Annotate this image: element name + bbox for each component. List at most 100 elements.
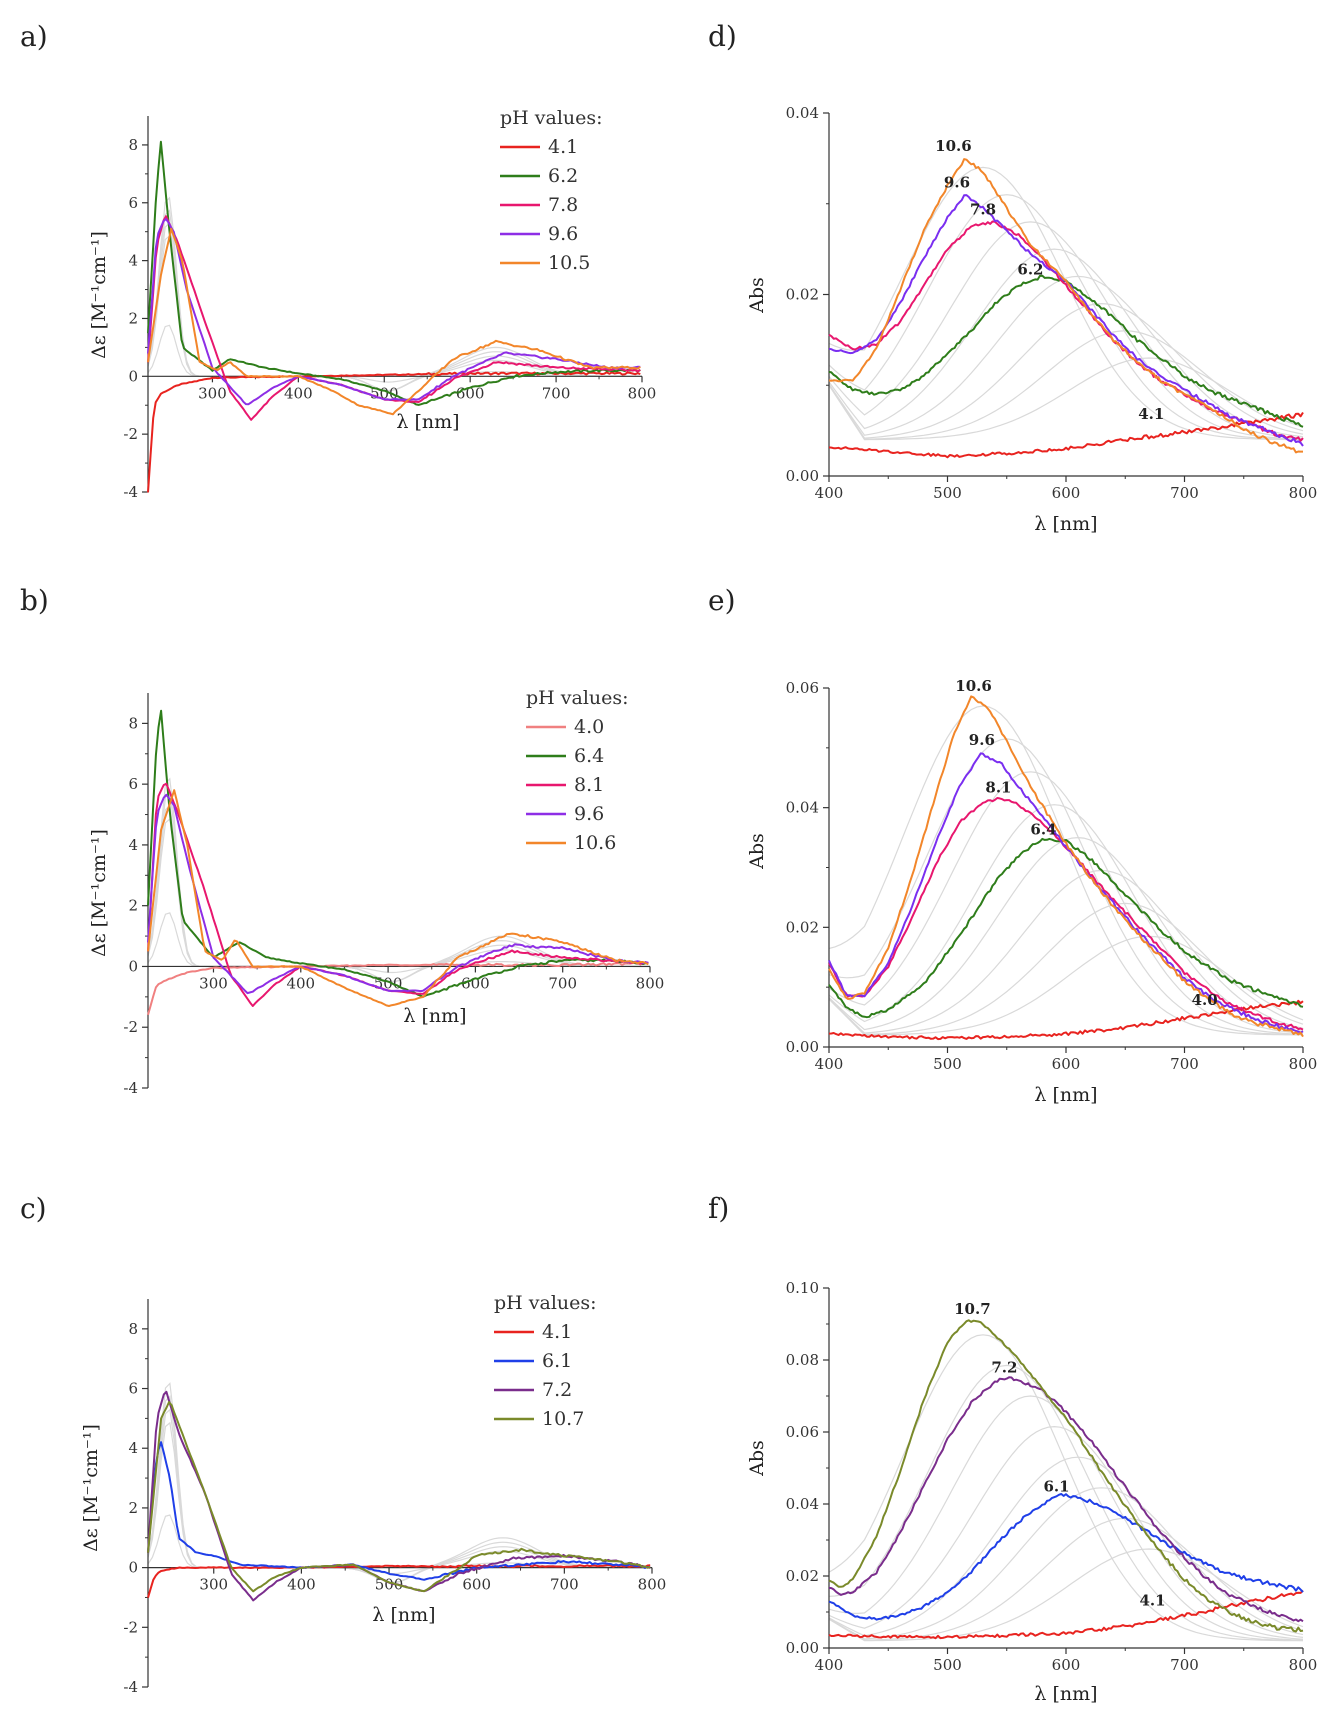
chart-panel-d: d) 0.00 0.02 0.04 400 500 600 700 800 λ [nm] Abs 10… [708, 20, 1317, 535]
intermediate-spectrum-line [828, 804, 1304, 1034]
y-tick-label: 6 [128, 775, 138, 793]
series-line-ph-6-2 [147, 140, 641, 406]
intermediate-spectrum-line [828, 221, 1304, 440]
y-tick-label: 0.04 [786, 104, 819, 122]
x-tick-label: 600 [461, 974, 490, 992]
intermediate-spectrum-line [828, 935, 1304, 1036]
y-tick-label: 4 [128, 1439, 138, 1457]
x-axis-title: λ [nm] [372, 1604, 435, 1626]
intermediate-spectrum-line [828, 1517, 1304, 1641]
legend-title: pH values: [500, 107, 603, 129]
legend-label: 6.4 [574, 745, 604, 767]
intermediate-spectrum-line [828, 330, 1304, 440]
series-line-ph-7-2 [828, 1376, 1304, 1623]
intermediate-spectrum-line [828, 248, 1304, 439]
chart-panel-f: f) 0.00 0.02 0.04 0.06 0.08 0.10 400 500 600 700 80… [708, 1192, 1317, 1705]
y-tick-label: 0.06 [786, 679, 819, 697]
y-tick-label: 2 [128, 897, 138, 915]
x-tick-label: 400 [815, 1055, 844, 1073]
y-tick-label: 6 [128, 194, 138, 212]
x-tick-label: 400 [815, 484, 844, 502]
y-tick-label: 0.04 [786, 1495, 819, 1513]
data-label: 10.6 [935, 137, 972, 155]
x-tick-label: 800 [638, 1576, 667, 1594]
data-label: 8.1 [985, 779, 1011, 797]
x-tick-label: 800 [628, 384, 657, 402]
intermediate-spectrum-line [828, 1364, 1304, 1642]
series-line-ph-10-5 [147, 227, 641, 416]
series-line-ph-6-4 [828, 837, 1304, 1019]
x-axis-title: λ [nm] [1034, 1683, 1097, 1705]
x-tick-label: 800 [636, 974, 665, 992]
y-tick-label: 8 [128, 714, 138, 732]
x-axis-title: λ [nm] [403, 1005, 466, 1027]
data-label: 7.2 [991, 1359, 1017, 1377]
x-tick-label: 400 [287, 1576, 316, 1594]
y-tick-label: 0 [128, 367, 138, 385]
data-label: 4.0 [1192, 991, 1218, 1009]
data-label: 6.2 [1017, 261, 1043, 279]
panel-label: c) [20, 1192, 47, 1225]
legend-title: pH values: [494, 1292, 597, 1314]
legend-label: 8.1 [574, 774, 604, 796]
series-line-ph-7-8 [828, 220, 1304, 442]
y-tick-label: -4 [123, 1079, 138, 1097]
x-tick-label: 300 [199, 1576, 228, 1594]
legend-label: 6.2 [548, 165, 578, 187]
x-tick-label: 400 [815, 1656, 844, 1674]
x-tick-label: 700 [1170, 1656, 1199, 1674]
x-tick-label: 500 [933, 1055, 962, 1073]
y-tick-label: -2 [123, 1018, 138, 1036]
panel-label: b) [20, 584, 49, 617]
y-tick-label: 2 [128, 309, 138, 327]
y-axis-title: Abs [746, 1440, 768, 1477]
x-axis-title: λ [nm] [1034, 513, 1097, 535]
series-line-ph-4-0 [828, 999, 1304, 1041]
series-line-ph-7-8 [147, 215, 641, 421]
x-tick-label: 800 [1289, 1055, 1318, 1073]
legend-label: 7.8 [548, 194, 578, 216]
x-tick-label: 400 [284, 384, 313, 402]
data-label: 9.6 [969, 731, 995, 749]
x-tick-label: 700 [550, 1576, 579, 1594]
y-tick-label: 8 [128, 1320, 138, 1338]
intermediate-spectrum-line [828, 275, 1304, 438]
legend: pH values: 4.1 6.2 7.8 9.6 10.5 [500, 107, 603, 274]
intermediate-spectrum-line [828, 1548, 1304, 1642]
series-line-ph-10-6 [147, 789, 649, 1007]
data-label: 6.1 [1043, 1477, 1069, 1495]
legend: pH values: 4.0 6.4 8.1 9.6 10.6 [526, 687, 629, 854]
intermediate-spectrum-line [828, 705, 1303, 1036]
panel-label: a) [20, 20, 48, 53]
intermediate-spectrum-line [828, 869, 1304, 1034]
data-label: 10.6 [955, 677, 992, 695]
y-tick-label: 0.08 [786, 1351, 819, 1369]
y-tick-label: 0.00 [786, 1639, 819, 1657]
series-line-ph-10-6 [828, 695, 1304, 1038]
y-tick-label: 0.02 [786, 286, 819, 304]
y-tick-label: 6 [128, 1380, 138, 1398]
x-tick-label: 300 [198, 384, 227, 402]
data-label: 7.8 [970, 201, 996, 219]
y-tick-label: 0.00 [786, 1038, 819, 1056]
legend-label: 10.6 [574, 832, 616, 854]
y-tick-label: 4 [128, 252, 138, 270]
x-tick-label: 600 [1052, 1656, 1081, 1674]
series-line-ph-6-1 [828, 1493, 1304, 1621]
y-axis-title: Abs [746, 277, 768, 314]
y-tick-label: 0.02 [786, 1567, 819, 1585]
intermediate-spectrum-line [828, 1487, 1304, 1640]
x-axis-title: λ [nm] [396, 411, 459, 433]
legend-label: 9.6 [548, 223, 578, 245]
data-label: 6.4 [1030, 821, 1056, 839]
series-line-ph-10-6 [828, 158, 1303, 454]
intermediate-spectrum-line [147, 222, 642, 392]
intermediate-spectra [828, 705, 1304, 1036]
y-tick-label: 0.02 [786, 918, 819, 936]
series-line-ph-4-1 [828, 411, 1304, 459]
legend-label: 6.1 [542, 1350, 572, 1372]
y-tick-label: 8 [128, 136, 138, 154]
x-tick-label: 700 [1170, 484, 1199, 502]
